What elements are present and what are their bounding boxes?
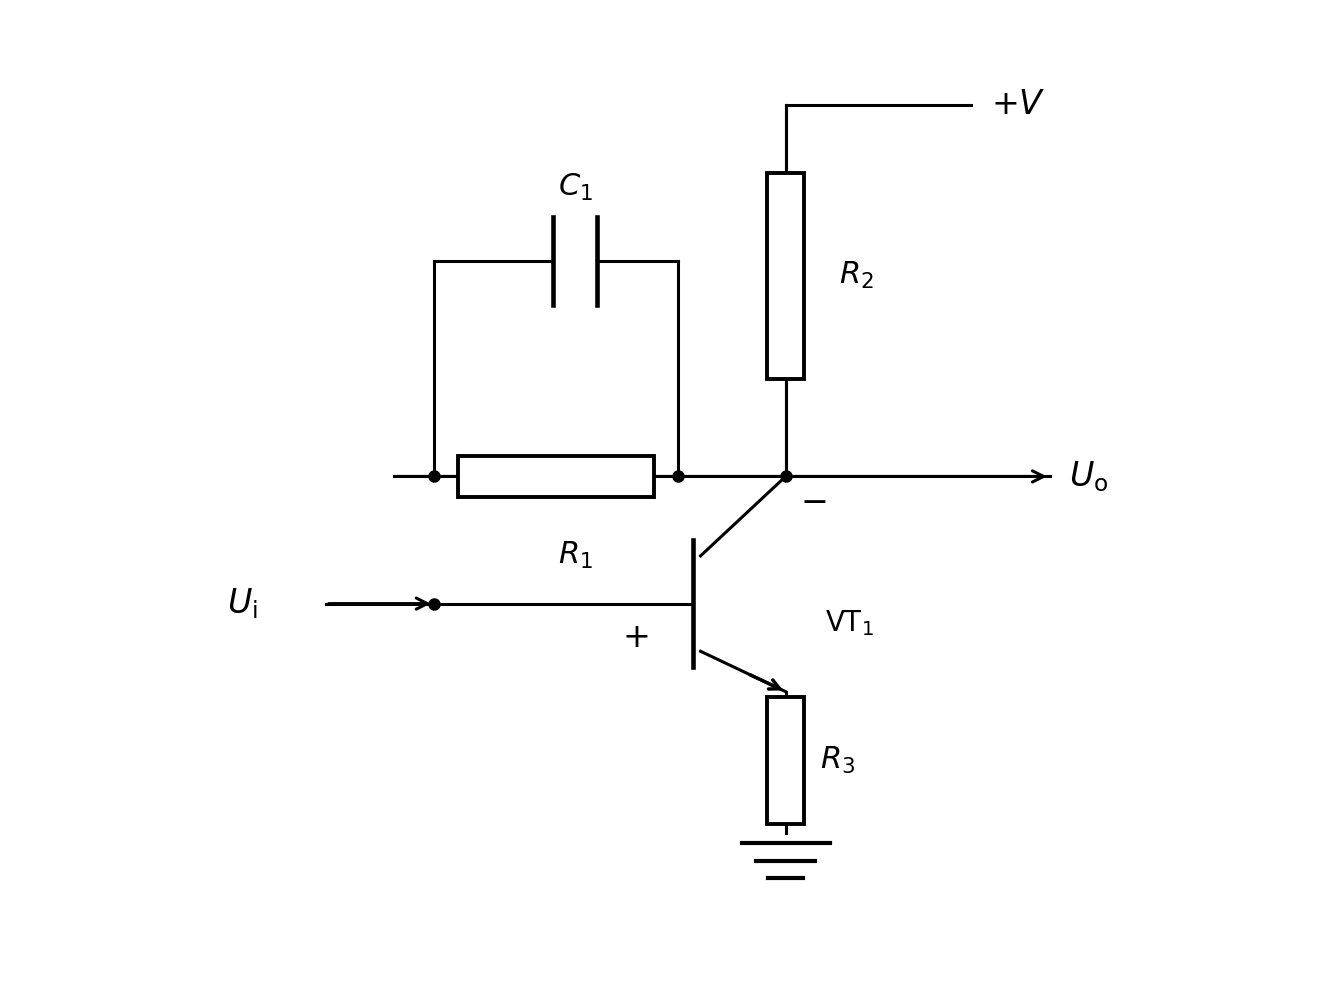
Text: $\mathrm{VT}_1$: $\mathrm{VT}_1$ xyxy=(824,608,873,638)
Text: $U_{\mathrm{o}}$: $U_{\mathrm{o}}$ xyxy=(1069,459,1109,494)
FancyBboxPatch shape xyxy=(766,174,805,379)
Text: $R_2$: $R_2$ xyxy=(839,260,874,292)
FancyBboxPatch shape xyxy=(458,456,653,497)
FancyBboxPatch shape xyxy=(766,696,805,823)
Text: $U_{\mathrm{i}}$: $U_{\mathrm{i}}$ xyxy=(227,586,258,621)
Text: $R_1$: $R_1$ xyxy=(558,540,593,571)
Text: $R_3$: $R_3$ xyxy=(820,745,855,776)
Text: $C_1$: $C_1$ xyxy=(558,172,593,202)
Text: $+$: $+$ xyxy=(623,621,649,655)
Text: $+V$: $+V$ xyxy=(992,88,1046,121)
Text: $-$: $-$ xyxy=(801,484,827,518)
